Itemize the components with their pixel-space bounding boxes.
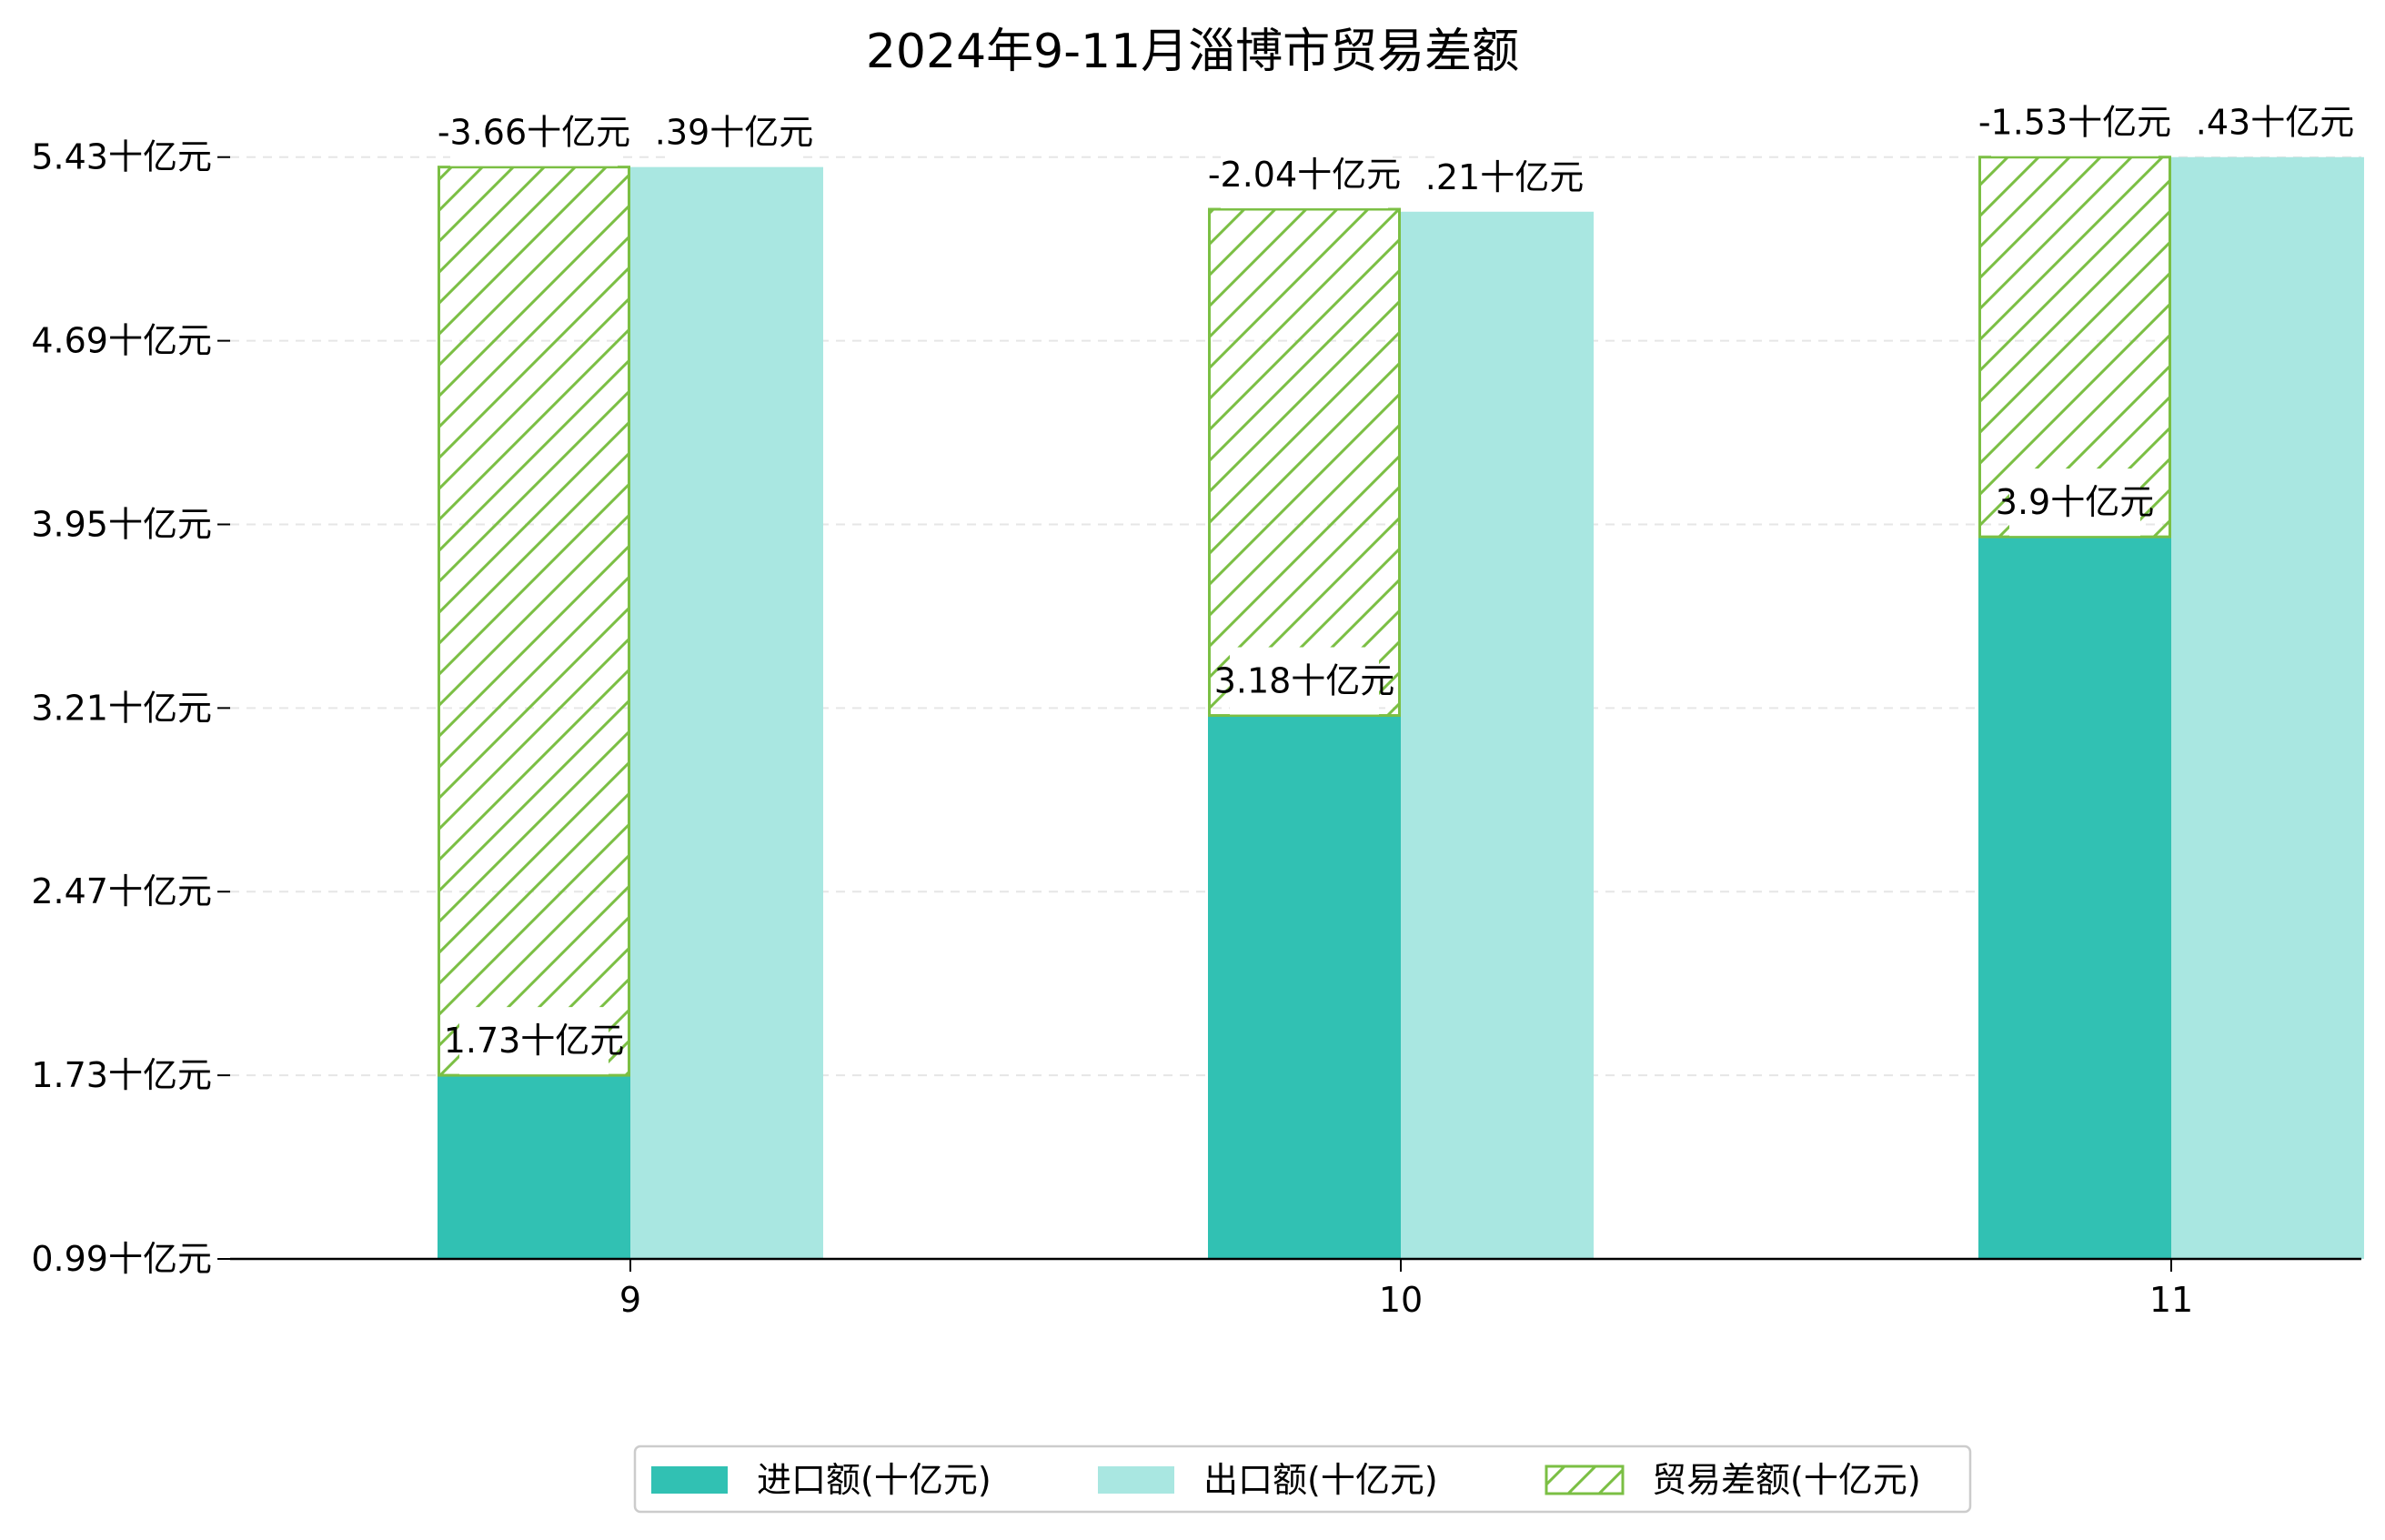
import-data-label: 3.9十亿元	[1996, 468, 2154, 537]
y-tick-label: 3.21十亿元	[31, 688, 212, 728]
chart-title: 2024年9-11月淄博市贸易差额	[866, 25, 1519, 79]
x-tick-label: 10	[1379, 1280, 1423, 1320]
data-label-text: 3.9十亿元	[1996, 482, 2154, 522]
trade-balance-bar	[438, 166, 630, 1077]
data-label-text: .43十亿元	[2196, 103, 2354, 143]
data-label-text: .39十亿元	[655, 113, 813, 153]
data-label-bg	[459, 1007, 609, 1075]
legend-item: 出口额(十亿元)	[1098, 1460, 1438, 1500]
legend-item: 贸易差额(十亿元)	[1545, 1460, 1921, 1500]
y-tick-label: 2.47十亿元	[31, 871, 212, 911]
y-tick-label: 0.99十亿元	[31, 1239, 212, 1279]
legend-label: 进口额(十亿元)	[757, 1460, 991, 1500]
y-tick-label: 4.69十亿元	[31, 321, 212, 361]
legend: 进口额(十亿元) 出口额(十亿元) 贸易差额(十亿元)	[633, 1444, 1972, 1514]
export-bar	[1401, 211, 1594, 1259]
legend-label: 贸易差额(十亿元)	[1652, 1460, 1921, 1500]
data-label-text: -3.66十亿元	[438, 113, 630, 153]
data-label-text: -2.04十亿元	[1208, 155, 1401, 195]
export-data-label: .39十亿元	[655, 98, 813, 166]
data-label-text: -1.53十亿元	[1978, 103, 2171, 143]
export-data-label: .21十亿元	[1425, 143, 1584, 211]
data-label-text: 3.18十亿元	[1214, 661, 1395, 701]
import-data-label: 1.73十亿元	[444, 1007, 625, 1075]
data-label-bg	[1439, 143, 1570, 211]
data-label-bg	[2009, 468, 2140, 537]
y-tick-label: 5.43十亿元	[31, 137, 212, 177]
import-bar	[438, 1075, 630, 1259]
import-data-label: 3.18十亿元	[1214, 647, 1395, 715]
axes: 0.99十亿元 1.73十亿元 2.47十亿元 3.21十亿元 3.95十亿元 4.69十…	[31, 137, 2361, 1320]
trade-balance-data-label: -1.53十亿元	[1978, 88, 2171, 156]
trade-balance-data-label: -3.66十亿元	[438, 98, 630, 166]
legend-item: 进口额(十亿元)	[651, 1460, 991, 1500]
legend-swatch	[1098, 1466, 1174, 1494]
y-tick-label: 1.73十亿元	[31, 1055, 212, 1095]
import-bar	[1978, 537, 2171, 1259]
export-data-label: .43十亿元	[2196, 88, 2354, 156]
legend-label: 出口额(十亿元)	[1203, 1460, 1438, 1500]
data-label-bg	[1230, 647, 1379, 715]
legend-swatch	[651, 1466, 728, 1494]
export-bar	[2171, 156, 2364, 1260]
data-label-bg	[2209, 88, 2340, 156]
trade-balance-bar	[1208, 207, 1401, 718]
data-label-bg	[1991, 88, 2159, 156]
legend-box	[633, 1444, 1972, 1514]
data-label-bg	[1221, 141, 1388, 209]
data-labels: 1.73十亿元 -3.66十亿元 .39十亿元 3.18十亿元 -2.04十亿元 .21十…	[438, 88, 2354, 1075]
data-label-bg	[669, 98, 800, 166]
y-tick-label: 3.95十亿元	[31, 504, 212, 544]
x-tick-label: 9	[619, 1280, 641, 1320]
bars	[438, 156, 2364, 1260]
data-label-text: 1.73十亿元	[444, 1021, 625, 1061]
x-tick-label: 11	[2149, 1280, 2193, 1320]
trade-balance-data-label: -2.04十亿元	[1208, 141, 1401, 209]
data-label-text: .21十亿元	[1425, 157, 1584, 197]
import-bar	[1208, 715, 1401, 1259]
legend-swatch	[1545, 1465, 1625, 1495]
export-bar	[630, 166, 823, 1259]
data-label-bg	[450, 98, 618, 166]
